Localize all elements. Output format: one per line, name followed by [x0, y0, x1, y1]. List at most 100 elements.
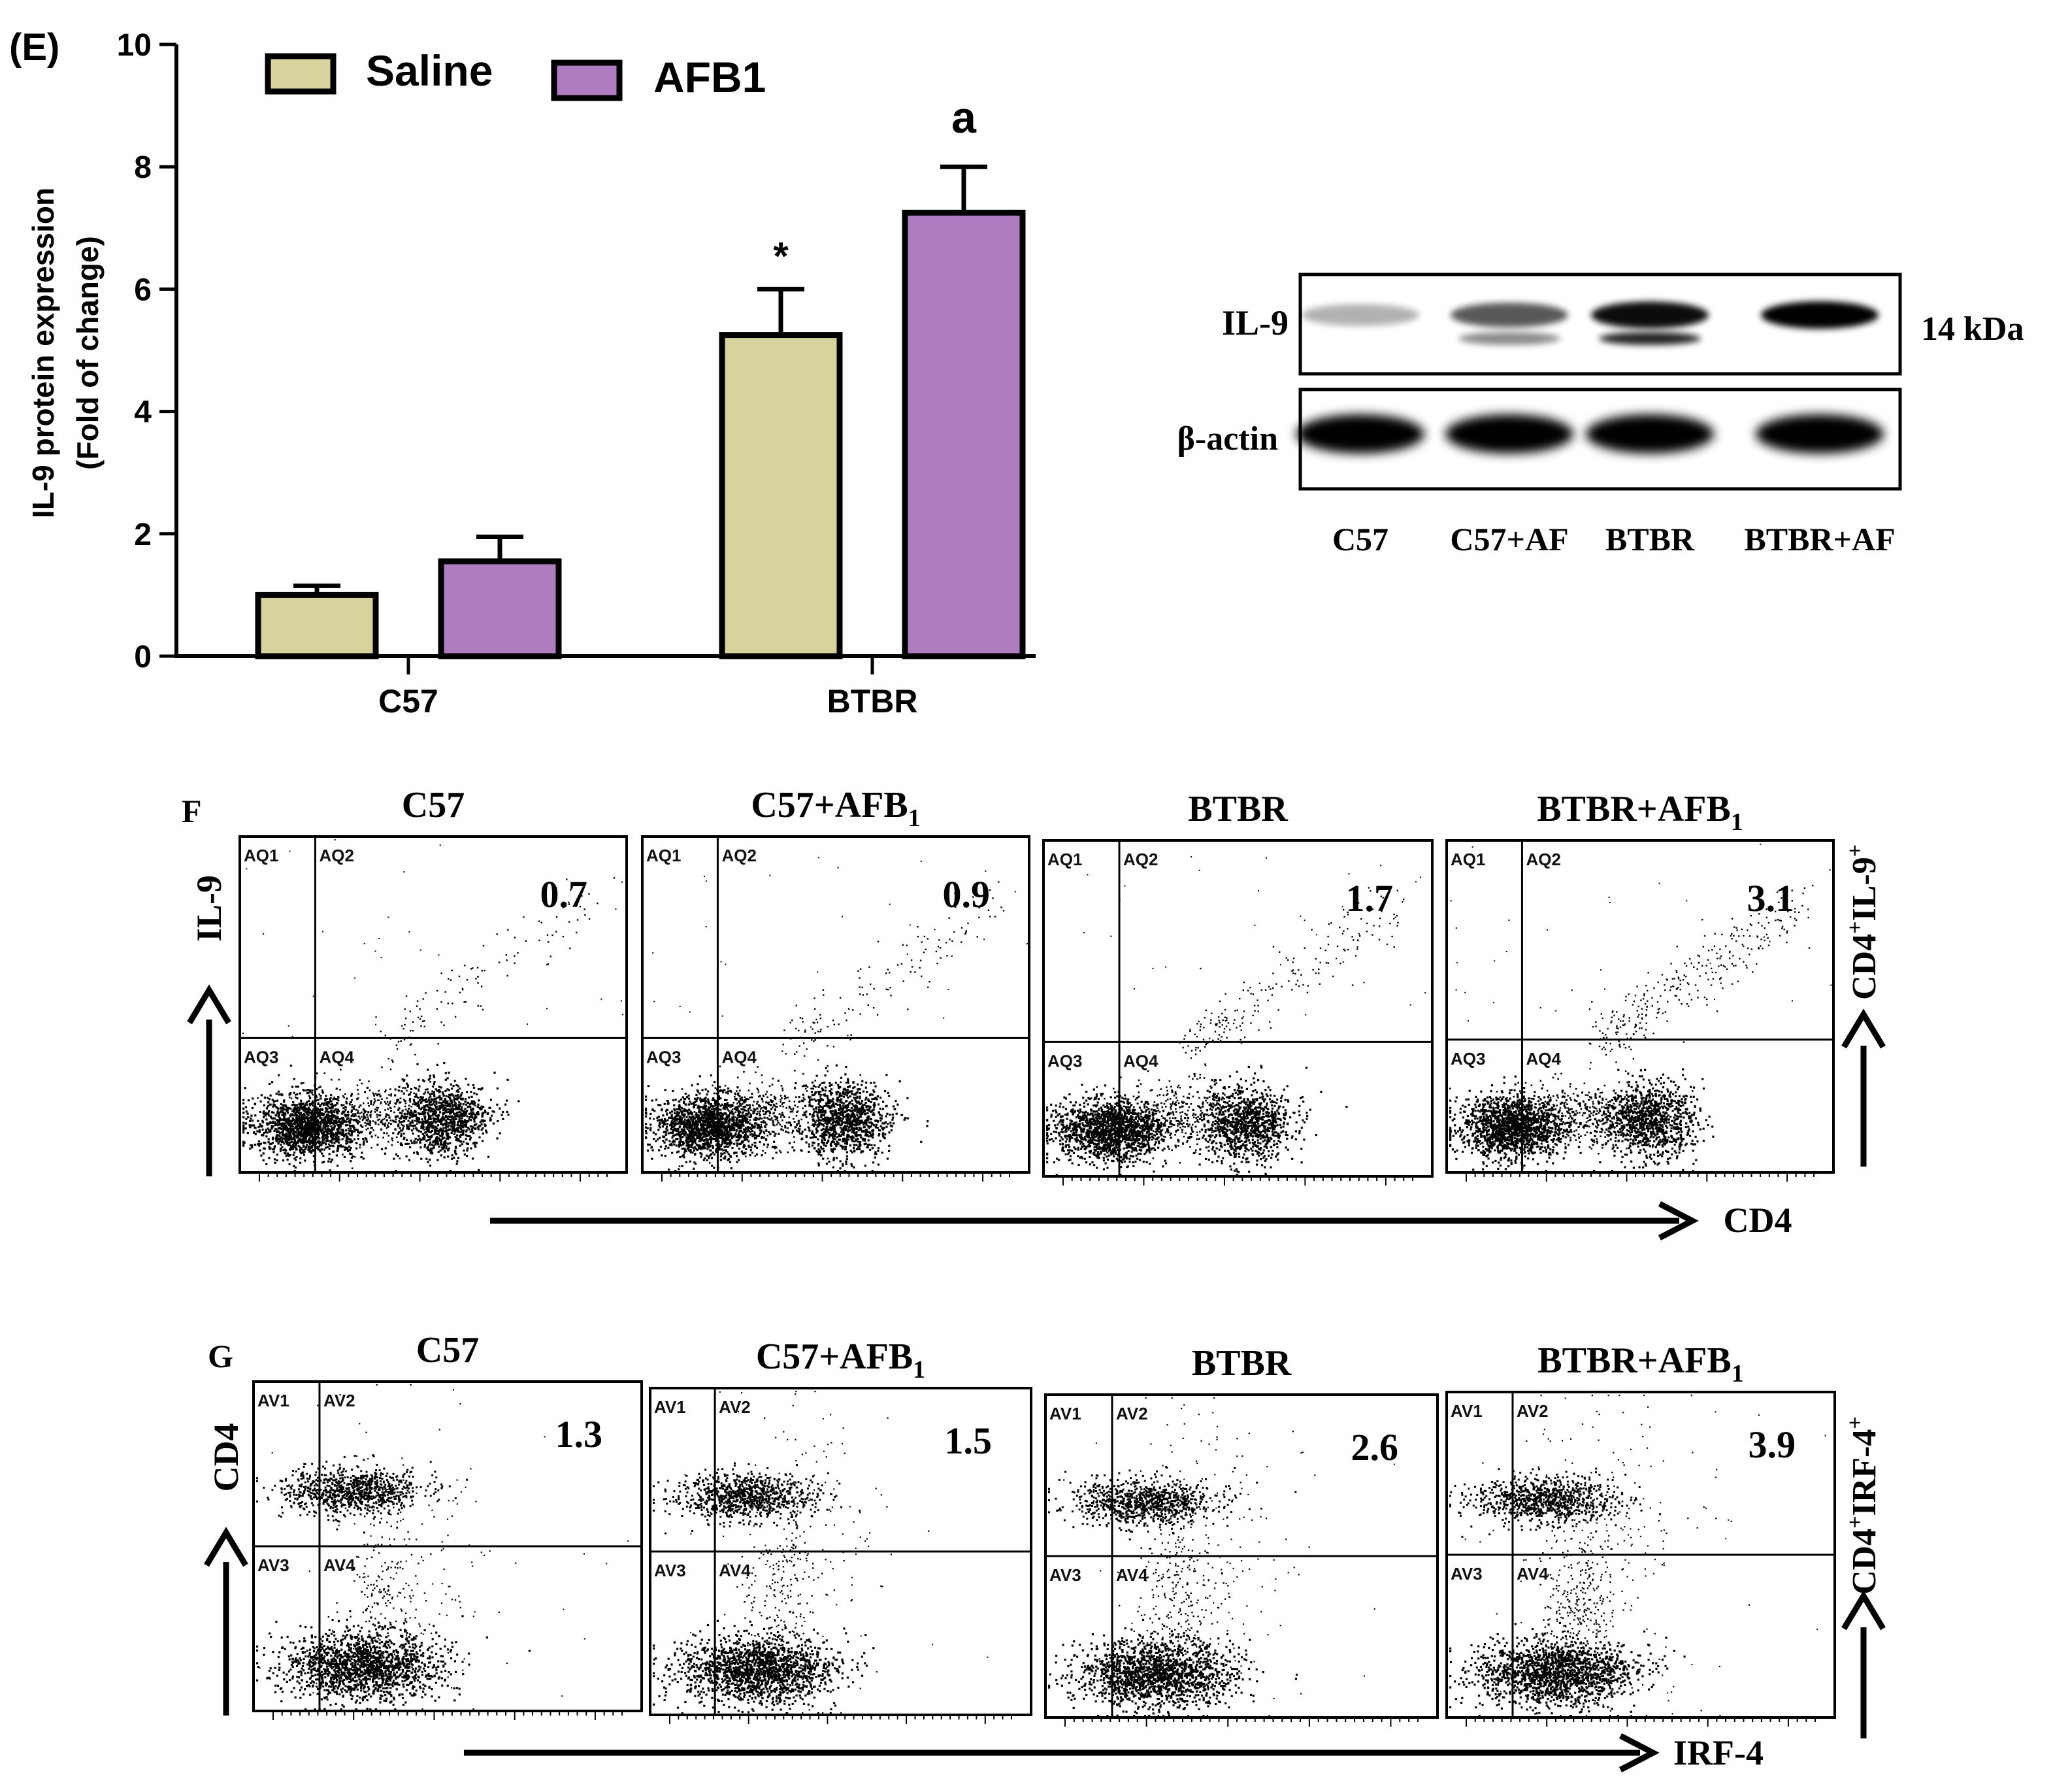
event-dot — [735, 1099, 738, 1101]
event-dot — [846, 1155, 848, 1158]
event-dot — [863, 1138, 866, 1140]
event-dot — [374, 1100, 376, 1102]
event-dot — [729, 1161, 732, 1163]
event-dot — [291, 1125, 293, 1127]
event-dot — [280, 1136, 283, 1138]
event-dot — [282, 1118, 284, 1121]
event-dot — [347, 1140, 350, 1142]
event-dot — [297, 1145, 300, 1148]
event-dot — [700, 1134, 702, 1137]
event-dot — [311, 1124, 314, 1127]
event-dot — [568, 903, 570, 905]
event-dot — [723, 1123, 725, 1125]
event-dot — [746, 1130, 749, 1133]
event-dot — [357, 1131, 359, 1133]
event-dot — [450, 1116, 452, 1118]
event-dot — [468, 1135, 471, 1138]
event-dot — [407, 1086, 409, 1088]
event-dot — [706, 1140, 708, 1142]
event-dot — [370, 1102, 372, 1104]
event-dot — [482, 1120, 484, 1123]
event-dot — [773, 1115, 776, 1118]
event-dot — [707, 1113, 710, 1116]
event-dot — [285, 1124, 288, 1127]
event-dot — [482, 1119, 484, 1121]
event-dot — [846, 1109, 848, 1112]
event-dot — [305, 1124, 308, 1127]
event-dot — [740, 1130, 743, 1133]
event-dot — [681, 1113, 683, 1116]
event-dot — [335, 1121, 337, 1124]
event-dot — [489, 1106, 491, 1109]
event-dot — [714, 1081, 716, 1084]
event-dot — [700, 1113, 702, 1116]
event-dot — [384, 1124, 386, 1127]
event-dot — [308, 1148, 311, 1151]
event-dot — [723, 1157, 727, 1160]
blot-size-label: 14 kDa — [1921, 310, 2024, 348]
event-dot — [727, 1108, 729, 1111]
event-dot — [396, 1048, 399, 1050]
event-dot — [680, 1144, 683, 1147]
event-dot — [325, 1110, 327, 1112]
event-dot — [764, 1121, 766, 1124]
event-dot — [447, 1104, 450, 1107]
event-dot — [677, 1118, 680, 1121]
event-dot — [338, 1121, 341, 1123]
event-dot — [645, 1123, 648, 1125]
event-dot — [398, 1107, 401, 1110]
event-dot — [345, 1101, 348, 1103]
event-dot — [484, 1111, 487, 1114]
event-dot — [716, 1133, 719, 1136]
event-dot — [287, 1154, 289, 1157]
event-dot — [278, 1112, 280, 1114]
event-dot — [496, 1087, 499, 1090]
event-dot — [348, 1129, 350, 1132]
event-dot — [785, 1131, 787, 1133]
event-dot — [316, 1108, 318, 1111]
event-dot — [289, 1154, 291, 1157]
event-dot — [271, 1125, 273, 1127]
event-dot — [409, 1010, 411, 1012]
event-dot — [466, 1115, 468, 1118]
event-dot — [314, 1136, 316, 1138]
event-dot — [280, 1123, 282, 1125]
event-dot — [600, 998, 602, 1000]
event-dot — [418, 1135, 420, 1137]
gate-label: AQ2 — [721, 846, 756, 865]
event-dot — [293, 1109, 296, 1112]
event-dot — [291, 1146, 293, 1148]
event-dot — [817, 1153, 820, 1155]
event-dot — [463, 1001, 465, 1003]
event-dot — [455, 1097, 457, 1101]
event-dot — [402, 1092, 405, 1095]
event-dot — [873, 1124, 876, 1127]
event-dot — [453, 1101, 456, 1104]
event-dot — [304, 1133, 307, 1135]
event-dot — [271, 1111, 274, 1114]
event-dot — [680, 1110, 682, 1112]
event-dot — [304, 1159, 306, 1162]
event-dot — [302, 1138, 305, 1140]
event-dot — [692, 1123, 695, 1126]
event-dot — [302, 1103, 305, 1105]
event-dot — [655, 1133, 657, 1136]
event-dot — [698, 1144, 700, 1146]
event-dot — [424, 1118, 427, 1120]
event-dot — [674, 1170, 677, 1172]
event-dot — [319, 1112, 321, 1114]
event-dot — [720, 1125, 723, 1127]
event-dot — [501, 1114, 503, 1116]
event-dot — [451, 1157, 453, 1160]
event-dot — [748, 1111, 750, 1114]
event-dot — [258, 1129, 261, 1132]
event-dot — [333, 1120, 336, 1122]
event-dot — [316, 1110, 319, 1114]
event-dot — [704, 1117, 707, 1120]
event-dot — [653, 1138, 655, 1140]
event-dot — [313, 1119, 316, 1121]
event-dot — [722, 1107, 725, 1110]
event-dot — [418, 1113, 421, 1116]
event-dot — [346, 1146, 348, 1149]
event-dot — [708, 1122, 711, 1125]
